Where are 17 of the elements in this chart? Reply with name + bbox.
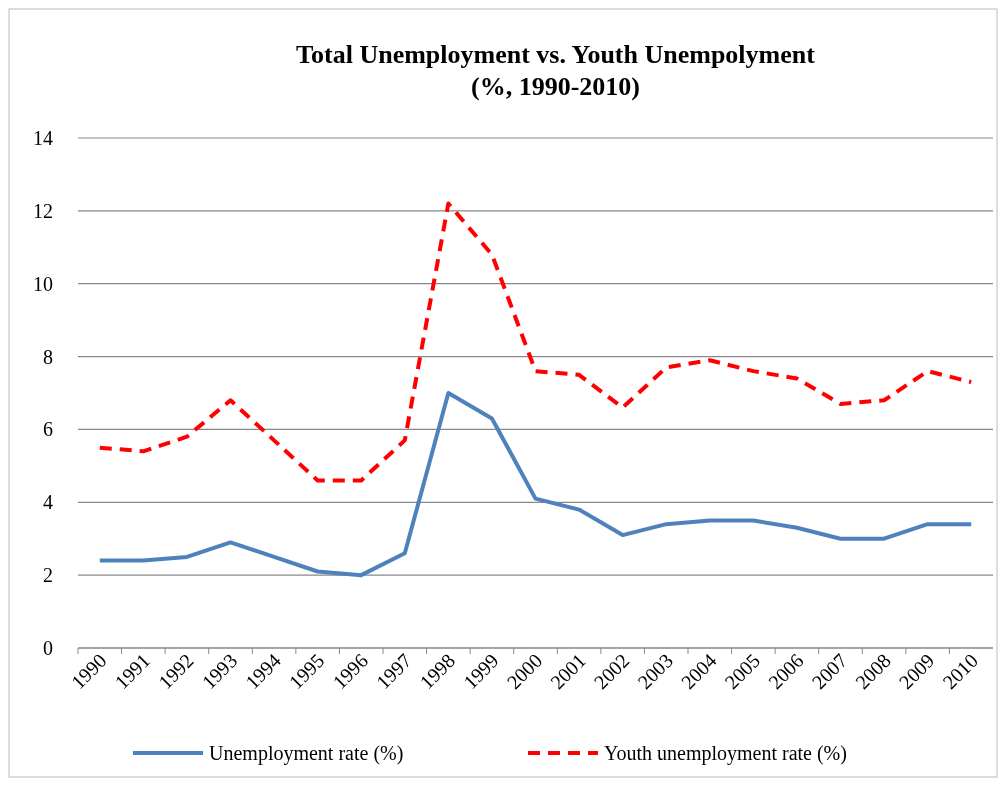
x-tick-label: 1990 [66, 649, 111, 694]
x-tick-label: 1992 [153, 649, 198, 694]
chart-title: Total Unemployment vs. Youth Unempolyment (%, 1990-2010) [296, 40, 816, 101]
y-tick-label: 8 [43, 345, 53, 368]
y-tick-label: 2 [43, 564, 53, 587]
x-tick-label: 1991 [110, 649, 155, 694]
y-tick-label: 0 [43, 637, 53, 659]
y-tick-label: 14 [33, 127, 53, 149]
line-series [97, 391, 974, 578]
y-tick-label: 12 [33, 199, 53, 222]
x-tick-label: 1999 [458, 649, 503, 694]
legend-label: Unemployment rate (%) [209, 742, 404, 765]
y-tick-label: 4 [43, 491, 53, 514]
y-tick-label: 6 [43, 418, 53, 441]
line-series [97, 201, 974, 483]
legend-label: Youth unemployment rate (%) [604, 742, 847, 765]
y-tick-label: 10 [33, 272, 53, 295]
